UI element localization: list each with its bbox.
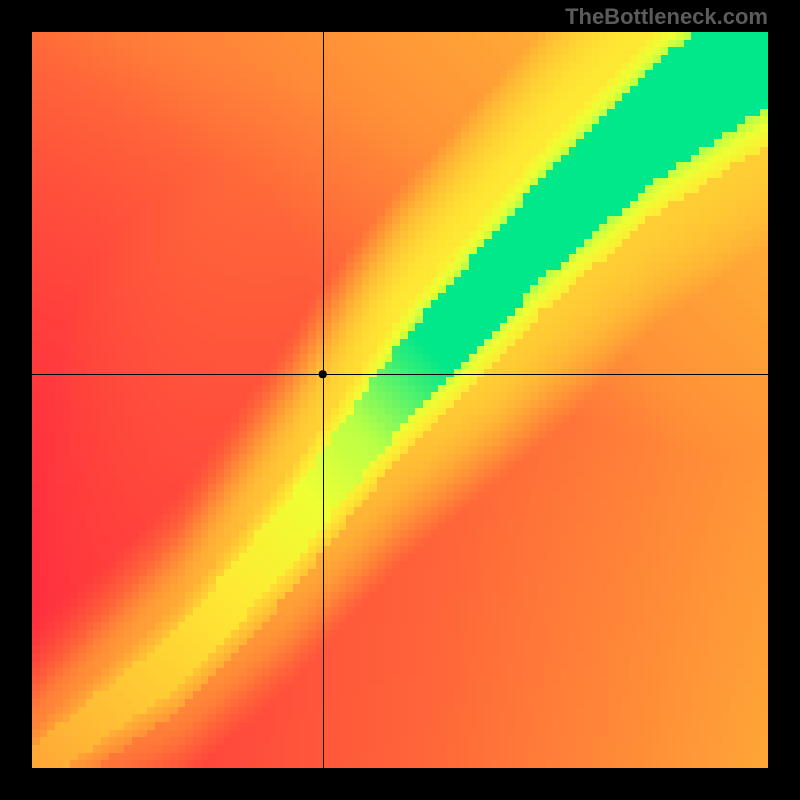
bottleneck-heatmap bbox=[0, 0, 800, 800]
watermark-text: TheBottleneck.com bbox=[565, 4, 768, 30]
